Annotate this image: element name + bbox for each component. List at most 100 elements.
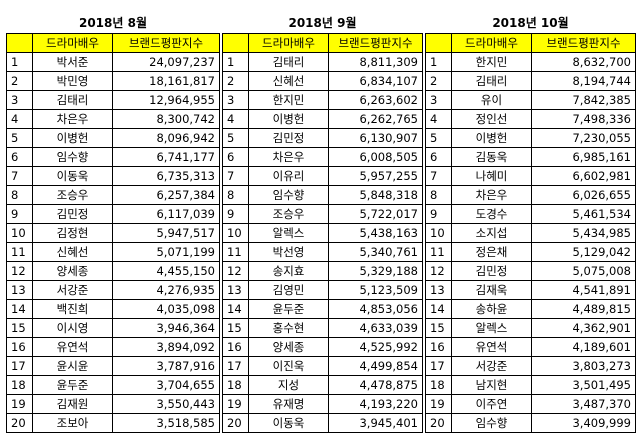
table-row: 8 임수향 5,848,318 (222, 185, 423, 205)
table-row: 10 김정현 5,947,517 (6, 223, 220, 243)
rank-cell: 13 (6, 280, 33, 300)
rank-cell: 4 (222, 109, 249, 129)
rank-cell: 16 (425, 337, 452, 357)
brand-index-cell: 3,787,916 (112, 356, 220, 376)
table-row: 9 김민정 6,117,039 (6, 204, 220, 224)
actor-name-cell: 조보아 (32, 413, 113, 433)
actor-name-cell: 윤시윤 (32, 356, 113, 376)
brand-index-cell: 4,478,875 (328, 375, 423, 395)
brand-index-cell: 4,633,039 (328, 318, 423, 338)
actor-name-cell: 신혜선 (32, 242, 113, 262)
brand-index-cell: 3,550,443 (112, 394, 220, 414)
rank-cell: 1 (6, 52, 33, 72)
table-row: 17 이진욱 4,499,854 (222, 356, 423, 376)
table-row: 16 유연석 4,189,601 (425, 337, 636, 357)
rank-cell: 16 (222, 337, 249, 357)
table-row: 9 조승우 5,722,017 (222, 204, 423, 224)
brand-index-cell: 6,130,907 (328, 128, 423, 148)
table-row: 19 김재원 3,550,443 (6, 394, 220, 414)
actor-name-cell: 도경수 (451, 204, 532, 224)
rank-cell: 19 (222, 394, 249, 414)
table-row: 3 김태리 12,964,955 (6, 90, 220, 110)
brand-index-cell: 3,894,092 (112, 337, 220, 357)
rank-cell: 7 (222, 166, 249, 186)
brand-index-cell: 4,362,901 (531, 318, 636, 338)
actor-name-cell: 임수향 (248, 185, 329, 205)
rank-cell: 5 (222, 128, 249, 148)
table-row: 4 차은우 8,300,742 (6, 109, 220, 129)
brand-index-cell: 5,947,517 (112, 223, 220, 243)
brand-index-cell: 3,409,999 (531, 413, 636, 433)
brand-index-cell: 4,035,098 (112, 299, 220, 319)
brand-index-cell: 4,455,150 (112, 261, 220, 281)
table-row: 17 윤시윤 3,787,916 (6, 356, 220, 376)
rank-cell: 10 (425, 223, 452, 243)
rank-cell: 5 (6, 128, 33, 148)
table-row: 12 양세종 4,455,150 (6, 261, 220, 281)
actor-name-cell: 윤두준 (248, 299, 329, 319)
brand-index-cell: 4,525,992 (328, 337, 423, 357)
table-row: 15 이시영 3,946,364 (6, 318, 220, 338)
rank-cell: 20 (425, 413, 452, 433)
actor-name-cell: 알렉스 (248, 223, 329, 243)
brand-index-cell: 5,461,534 (531, 204, 636, 224)
rank-cell: 1 (425, 52, 452, 72)
index-header: 브랜드평판지수 (531, 33, 636, 53)
actor-name-cell: 송지효 (248, 261, 329, 281)
brand-index-cell: 8,632,700 (531, 52, 636, 72)
brand-index-cell: 5,340,761 (328, 242, 423, 262)
rank-header (425, 33, 452, 53)
actor-name-cell: 유이 (451, 90, 532, 110)
brand-index-cell: 6,257,384 (112, 185, 220, 205)
actor-name-cell: 이병헌 (32, 128, 113, 148)
brand-index-cell: 18,161,817 (112, 71, 220, 91)
table-row: 1 김태리 8,811,309 (222, 52, 423, 72)
brand-index-cell: 5,957,255 (328, 166, 423, 186)
rank-cell: 11 (222, 242, 249, 262)
table-row: 13 김재욱 4,541,891 (425, 280, 636, 300)
actor-name-cell: 김재원 (32, 394, 113, 414)
actor-name-cell: 김태리 (32, 90, 113, 110)
actor-name-cell: 한지민 (451, 52, 532, 72)
actor-name-cell: 김재욱 (451, 280, 532, 300)
actor-name-cell: 유연석 (32, 337, 113, 357)
brand-index-cell: 6,741,177 (112, 147, 220, 167)
table-row: 14 송하윤 4,489,815 (425, 299, 636, 319)
actor-header: 드라마배우 (32, 33, 113, 53)
actor-name-cell: 한지민 (248, 90, 329, 110)
brand-index-cell: 3,487,370 (531, 394, 636, 414)
rank-cell: 20 (222, 413, 249, 433)
actor-name-cell: 서강준 (451, 356, 532, 376)
table-row: 20 이동욱 3,945,401 (222, 413, 423, 433)
brand-index-cell: 6,834,107 (328, 71, 423, 91)
table-row: 11 박선영 5,340,761 (222, 242, 423, 262)
ranking-table-october: 2018년 10월 드라마배우 브랜드평판지수 1 한지민 8,632,700 2 김태리 8,… (425, 13, 636, 433)
month-title: 2018년 8월 (6, 13, 220, 34)
actor-name-cell: 이동욱 (248, 413, 329, 433)
table-row: 7 이동욱 6,735,313 (6, 166, 220, 186)
brand-index-cell: 6,026,655 (531, 185, 636, 205)
actor-header: 드라마배우 (248, 33, 329, 53)
brand-index-cell: 8,096,942 (112, 128, 220, 148)
table-row: 1 한지민 8,632,700 (425, 52, 636, 72)
rank-cell: 9 (6, 204, 33, 224)
header-row: 드라마배우 브랜드평판지수 (222, 33, 423, 53)
rank-cell: 14 (222, 299, 249, 319)
brand-index-cell: 3,803,273 (531, 356, 636, 376)
rank-cell: 7 (6, 166, 33, 186)
table-row: 4 정인선 7,498,336 (425, 109, 636, 129)
table-row: 11 정은채 5,129,042 (425, 242, 636, 262)
rank-cell: 14 (425, 299, 452, 319)
rank-cell: 12 (222, 261, 249, 281)
rank-cell: 3 (222, 90, 249, 110)
actor-name-cell: 김영민 (248, 280, 329, 300)
actor-name-cell: 조승우 (248, 204, 329, 224)
brand-index-cell: 24,097,237 (112, 52, 220, 72)
table-row: 8 차은우 6,026,655 (425, 185, 636, 205)
table-row: 19 유재명 4,193,220 (222, 394, 423, 414)
brand-index-cell: 6,262,765 (328, 109, 423, 129)
rank-cell: 5 (425, 128, 452, 148)
brand-index-cell: 12,964,955 (112, 90, 220, 110)
rank-cell: 18 (6, 375, 33, 395)
brand-index-cell: 5,722,017 (328, 204, 423, 224)
